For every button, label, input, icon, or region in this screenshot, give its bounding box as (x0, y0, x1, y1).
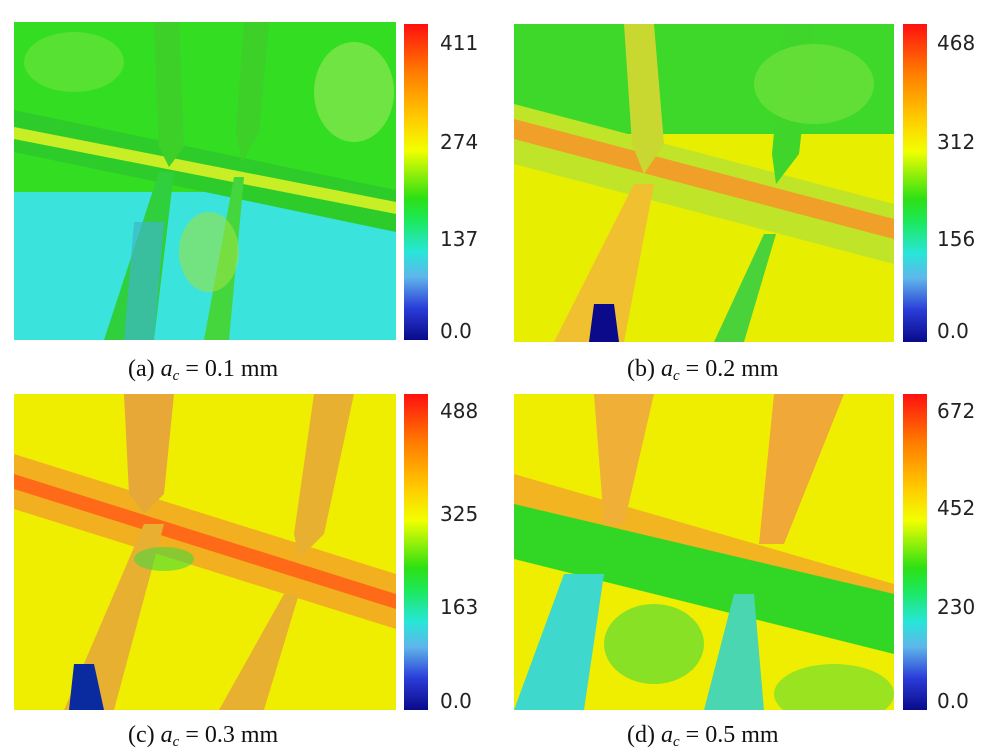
colorbar-tick: 0.0 (440, 689, 472, 713)
colorbar-b (903, 24, 927, 342)
contour-plot-b (514, 24, 894, 342)
colorbar-tick: 137 (440, 227, 479, 251)
colorbar-tick: 672 (937, 399, 976, 423)
colorbar-tick: 312 (937, 130, 976, 154)
panel-caption-a: (a) ac = 0.1 mm (128, 356, 279, 384)
colorbar-tick: 0.0 (937, 319, 969, 343)
panel-caption-c: (c) ac = 0.3 mm (128, 722, 279, 750)
panel-caption-d: (d) ac = 0.5 mm (627, 722, 779, 750)
colorbar-tick: 468 (937, 31, 976, 55)
contour-plot-c (14, 394, 396, 710)
colorbar-tick: 163 (440, 595, 479, 619)
colorbar-tick: 452 (937, 496, 976, 520)
colorbar-tick: 156 (937, 227, 976, 251)
colorbar-d (903, 394, 927, 710)
contour-plot-d (514, 394, 894, 710)
colorbar-c (404, 394, 428, 710)
colorbar-tick: 325 (440, 502, 479, 526)
contour-plot-a (14, 22, 396, 340)
colorbar-tick: 230 (937, 595, 976, 619)
colorbar-tick: 0.0 (937, 689, 969, 713)
panel-caption-b: (b) ac = 0.2 mm (627, 356, 779, 384)
colorbar-tick: 488 (440, 399, 479, 423)
colorbar-tick: 274 (440, 130, 479, 154)
colorbar-tick: 0.0 (440, 319, 472, 343)
colorbar-tick: 411 (440, 31, 479, 55)
colorbar-a (404, 24, 428, 340)
